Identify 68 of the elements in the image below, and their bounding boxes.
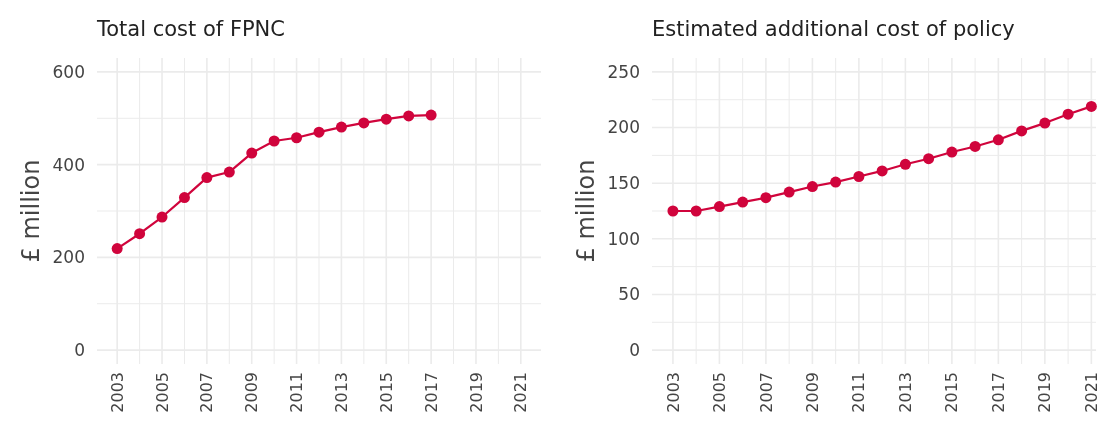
chart-title: Estimated additional cost of policy [652,17,1015,41]
x-tick-label: 2017 [421,372,441,413]
x-tick-label: 2009 [803,372,822,413]
x-tick-label: 2019 [466,372,486,413]
point [335,121,347,133]
x-tick-label: 2021 [511,372,531,413]
point [1085,100,1097,112]
x-tick-label: 2015 [942,372,962,413]
point [380,113,392,125]
x-tick-label: 2003 [663,372,683,413]
x-tick-label: 2011 [287,372,307,413]
point [111,243,123,255]
point [156,211,168,223]
point [876,165,888,177]
y-tick-label: 200 [52,247,85,268]
y-tick-label: 0 [629,340,640,361]
x-tick-label: 2021 [1081,372,1101,413]
point [830,176,842,188]
point [713,201,725,213]
y-tick-label: 400 [52,154,85,175]
point [223,166,235,178]
x-tick-label: 2009 [242,372,262,413]
point [783,186,795,198]
x-tick-label: 2019 [1035,372,1055,413]
point [403,110,415,122]
point [806,181,818,193]
point [853,171,865,183]
point [992,134,1004,146]
point [246,147,258,159]
y-tick-label: 250 [607,61,640,82]
y-tick-label: 600 [52,61,85,82]
chart-title: Total cost of FPNC [96,17,285,41]
point [134,228,146,240]
point [425,109,437,121]
y-tick-label: 200 [607,117,640,138]
point [969,140,981,152]
point [358,117,370,129]
point [313,126,325,138]
point [923,153,935,165]
x-tick-label: 2007 [197,372,217,413]
x-tick-label: 2017 [988,372,1008,413]
y-axis-title: £ million [17,159,45,263]
point [1062,108,1074,120]
point [201,172,213,184]
x-tick-label: 2013 [332,372,352,413]
x-tick-label: 2007 [756,372,776,413]
point [1016,125,1028,137]
y-tick-label: 100 [607,228,640,249]
y-axis-title: £ million [572,159,600,263]
point [178,192,190,204]
point [737,196,749,208]
y-tick-label: 50 [618,284,640,305]
point [690,205,702,217]
point [760,192,772,204]
x-tick-label: 2015 [376,372,396,413]
point [899,158,911,170]
x-tick-label: 2013 [895,372,915,413]
y-tick-label: 150 [607,173,640,194]
x-tick-label: 2003 [107,372,127,413]
x-tick-label: 2005 [710,372,730,413]
y-tick-label: 0 [74,340,85,361]
x-tick-label: 2005 [152,372,172,413]
x-tick-label: 2011 [849,372,869,413]
point [946,146,958,158]
point [291,132,303,144]
point [268,135,280,147]
point [667,205,679,217]
point [1039,117,1051,129]
